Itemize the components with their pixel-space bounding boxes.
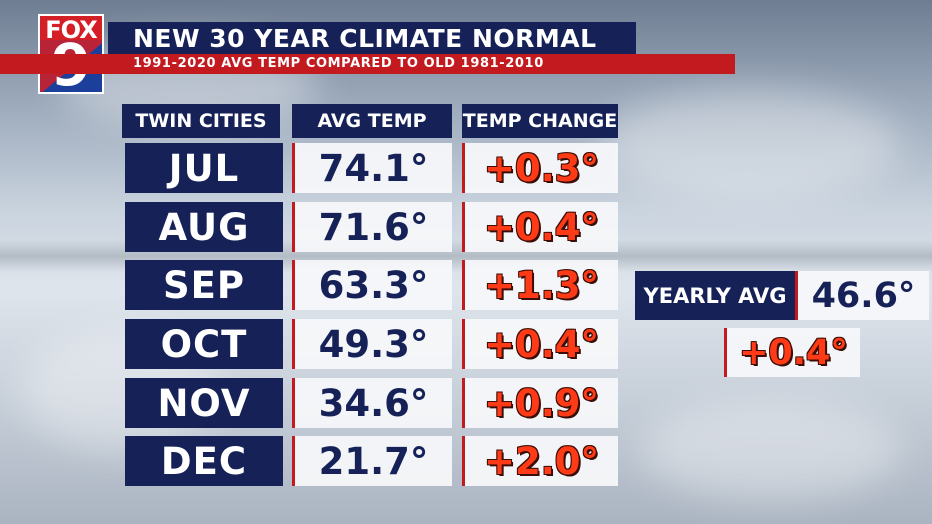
month-cell: OCT (125, 319, 283, 369)
month-cell: NOV (125, 378, 283, 428)
page-title: NEW 30 YEAR CLIMATE NORMAL (133, 24, 597, 53)
avg-temp-cell: 63.3° (292, 260, 452, 310)
avg-temp-cell: 21.7° (292, 436, 452, 486)
cloud-shape (600, 90, 900, 200)
subtitle-banner (0, 54, 735, 74)
page-subtitle: 1991-2020 AVG TEMP COMPARED TO OLD 1981-… (133, 56, 544, 71)
yearly-avg-label: YEARLY AVG (635, 271, 795, 320)
yearly-change-value: +0.4° (724, 328, 860, 377)
month-cell: DEC (125, 436, 283, 486)
temp-change-cell: +1.3° (462, 260, 618, 310)
logo-fox-text: FOX (38, 14, 104, 44)
avg-temp-cell: 74.1° (292, 143, 452, 193)
avg-temp-cell: 71.6° (292, 202, 452, 252)
yearly-avg-value: 46.6° (795, 271, 929, 320)
avg-temp-cell: 34.6° (292, 378, 452, 428)
title-banner (108, 22, 636, 54)
header-temp-change: TEMP CHANGE (462, 104, 618, 138)
temp-change-cell: +0.3° (462, 143, 618, 193)
temp-change-cell: +0.9° (462, 378, 618, 428)
header-twin-cities: TWIN CITIES (122, 104, 280, 138)
header-avg-temp: AVG TEMP (292, 104, 452, 138)
month-cell: SEP (125, 260, 283, 310)
cloud-shape (640, 400, 900, 500)
avg-temp-cell: 49.3° (292, 319, 452, 369)
month-cell: JUL (125, 143, 283, 193)
temp-change-cell: +0.4° (462, 202, 618, 252)
month-cell: AUG (125, 202, 283, 252)
temp-change-cell: +0.4° (462, 319, 618, 369)
temp-change-cell: +2.0° (462, 436, 618, 486)
